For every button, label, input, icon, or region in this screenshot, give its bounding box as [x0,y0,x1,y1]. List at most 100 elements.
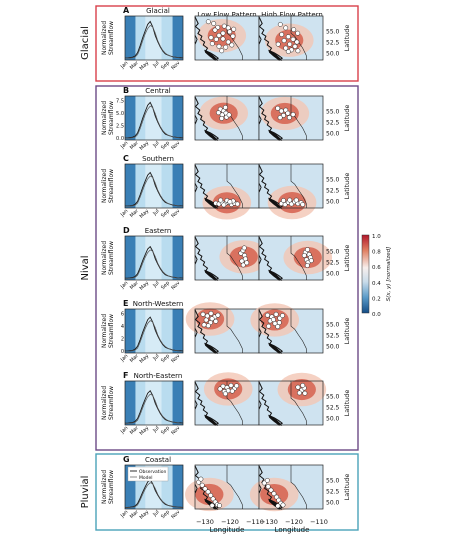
station-marker [226,112,232,118]
vancouver-island [268,129,283,141]
vancouver-island [268,197,283,209]
season-band [125,236,136,280]
season-band [145,309,162,353]
latitude-tick: 52.5 [326,404,340,411]
station-marker [208,492,214,498]
station-marker [294,39,300,45]
latitude-tick: 50.0 [326,130,340,137]
hydrograph-title: Coastal [145,456,171,464]
station-marker [241,245,247,251]
provincial-border [226,16,243,61]
hydrograph-y-tick: 2.5 [116,123,124,129]
season-band [172,309,183,353]
panel-letter: A [123,6,130,15]
group-label-nival: Nival [80,255,91,280]
x-tick-high-3: −110 [310,518,328,526]
hydrograph-x-tick: Mar [129,208,141,220]
hydrograph-y-label: NormalizedStreamflow [101,21,115,55]
station-marker [208,35,214,41]
station-marker [276,320,282,326]
hydrograph-F [124,380,184,426]
latitude-tick: 55.0 [326,393,340,400]
model-line [125,24,183,59]
hydrograph-title: North-Western [133,300,184,308]
hydrograph-frame [124,95,184,141]
colorbar-label: S(x, y) [normalized] [386,247,392,302]
hydrograph-x-tick: Mar [129,425,141,437]
coastline [258,236,284,281]
provincial-border [290,381,307,426]
colorbar-tick-4: 0.4 [372,281,381,287]
latitude-tick: 55.0 [326,321,340,328]
station-marker [229,388,235,394]
station-marker [213,36,219,42]
station-marker [227,199,233,205]
hydrograph-y-tick: 5.0 [116,111,124,117]
station-marker [308,258,314,264]
provincial-border [226,236,243,281]
latitude-label: Latitude [343,474,351,501]
station-marker [265,312,270,318]
station-marker [291,27,297,33]
model-line [125,175,183,207]
station-marker [292,43,298,49]
vancouver-island [268,49,283,61]
station-marker [216,32,222,38]
hydrograph-y-tick: 0.0 [116,136,124,142]
map-low-A [194,15,260,61]
station-marker [283,25,289,31]
colorbar: 1.0 0.8 0.6 0.4 0.2 0.0 S(x, y) [normali… [361,234,392,318]
hydrograph-x-tick: May [139,353,151,365]
station-marker [305,247,310,253]
hydrograph-x-tick: Jan [119,60,129,70]
map-high-A [258,15,324,61]
hydrograph-y-label: NormalizedStreamflow [101,169,115,203]
station-marker [281,38,287,44]
station-marker [225,39,231,45]
vancouver-island [268,342,283,354]
hydrograph-x-tick: Jan [119,509,129,519]
latitude-tick: 55.0 [326,108,340,115]
colorbar-tick-6: 0.0 [372,312,381,318]
map-high-G [249,464,324,512]
latitude-tick: 50.0 [326,198,340,205]
station-marker [285,110,291,116]
hydrograph-title: Glacial [146,7,170,15]
station-marker [295,30,301,36]
hydrograph-D [124,235,184,281]
station-marker [287,41,293,47]
hydrograph-x-tick: May [139,280,151,292]
season-band [125,465,136,509]
station-marker [199,482,205,488]
hydrograph-x-tick: Sep [160,509,171,520]
station-marker [264,477,270,483]
station-marker [231,26,237,32]
station-marker [240,262,246,268]
provincial-border [290,236,307,281]
latitude-tick: 52.5 [326,259,340,266]
hydrograph-x-tick: Mar [129,280,141,292]
station-marker [295,48,301,54]
season-band [172,164,183,208]
vancouver-island [204,342,219,354]
hydrograph-y-tick: 7.5 [116,98,124,104]
station-marker [209,503,215,508]
hydrograph-x-tick: Sep [160,140,171,151]
latitude-label: Latitude [343,25,351,52]
hydrograph-frame [124,380,184,426]
coastline [194,236,220,281]
latitude-tick: 50.0 [326,270,340,277]
hydrograph-x-tick: Jan [119,280,129,290]
hydrograph-title: Eastern [145,227,172,235]
station-marker [228,382,234,388]
station-marker [273,311,279,317]
hydrograph-x-tick: Jan [119,208,129,218]
station-marker [198,476,204,482]
map-high-E [250,303,324,354]
map-frame [258,235,324,281]
station-marker [203,317,209,323]
group-label-pluvial: Pluvial [80,476,91,509]
latitude-label: Latitude [343,390,351,417]
hydrograph-x-tick: Nov [170,353,181,364]
